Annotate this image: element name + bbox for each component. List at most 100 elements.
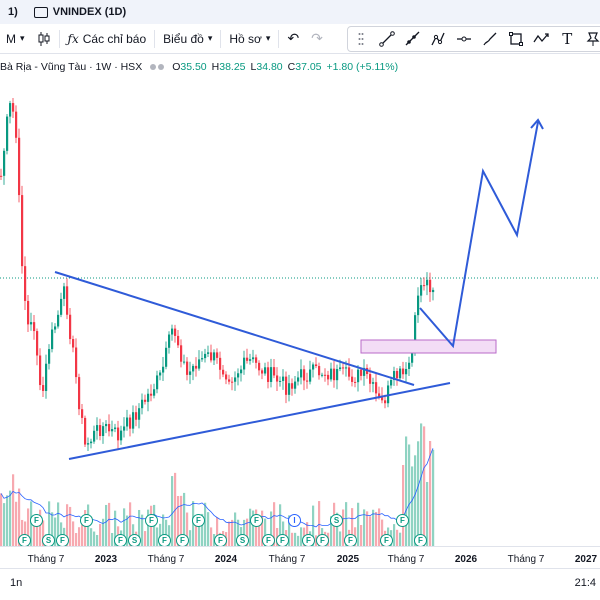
candle-body — [342, 367, 345, 369]
volume-bar — [282, 521, 285, 546]
volume-bar — [264, 518, 267, 546]
volume-bar — [246, 518, 249, 546]
volume-bar — [411, 466, 414, 546]
pin-tool[interactable] — [580, 27, 600, 51]
candle-body — [234, 377, 237, 382]
ray-tool[interactable] — [400, 27, 426, 51]
volume-bar — [243, 519, 246, 546]
x-tick-label: Tháng 7 — [507, 554, 545, 565]
candle-body — [99, 425, 102, 436]
candle-body — [381, 397, 384, 401]
volume-bar — [0, 493, 3, 546]
candle-body — [195, 365, 198, 369]
interval-button[interactable]: M ▾ — [0, 24, 31, 54]
tab-previous[interactable]: 1) — [0, 0, 26, 24]
trend-line-tool[interactable] — [374, 27, 400, 51]
volume-bar — [36, 516, 39, 546]
range-1y-button[interactable]: 1n — [10, 577, 23, 589]
event-marker-f[interactable]: F — [80, 514, 93, 527]
ascending-trendline[interactable] — [68, 382, 451, 460]
descending-trendline[interactable] — [54, 271, 415, 386]
candle-style-button[interactable] — [31, 24, 57, 54]
volume-bar — [33, 520, 36, 546]
time-axis[interactable]: Tháng 7 2023 Tháng 7 2024 Tháng 7 2025 T… — [0, 546, 600, 568]
candle-body — [12, 103, 15, 112]
volume-bar — [138, 509, 141, 546]
undo-button[interactable]: ↶ — [281, 24, 305, 54]
volume-bar — [318, 501, 321, 546]
volume-bar — [357, 502, 360, 546]
volume-bar — [114, 510, 117, 546]
event-marker-f[interactable]: F — [396, 514, 409, 527]
candle-body — [375, 382, 378, 394]
path-tool[interactable] — [529, 27, 555, 51]
high-label: H — [211, 61, 220, 73]
volume-bar — [408, 444, 411, 546]
pattern-tool[interactable] — [425, 27, 451, 51]
event-marker-f[interactable]: F — [192, 514, 205, 527]
candle-body — [327, 374, 330, 380]
event-marker-f[interactable]: F — [30, 514, 43, 527]
candle-body — [126, 417, 129, 427]
brush-tool[interactable] — [477, 27, 503, 51]
candle-body — [138, 408, 141, 420]
volume-bar — [252, 510, 255, 546]
rectangle-tool[interactable] — [503, 27, 529, 51]
chevron-down-icon: ▾ — [20, 33, 25, 43]
drag-handle[interactable] — [348, 27, 374, 51]
chart-canvas[interactable] — [0, 76, 600, 546]
candle-body — [225, 374, 228, 380]
redo-button[interactable]: ↷ — [305, 24, 329, 54]
support-zone[interactable] — [360, 339, 497, 354]
tab-vnindex[interactable]: VNINDEX (1D) — [26, 0, 134, 24]
x-tick-label: Tháng 7 — [387, 554, 425, 565]
high-value: 38.25 — [219, 61, 246, 73]
event-marker-f[interactable]: F — [250, 514, 263, 527]
price-chart-pane[interactable] — [0, 76, 600, 546]
close-value: 37.05 — [295, 61, 322, 73]
toolbar-divider — [278, 29, 280, 48]
event-marker-s[interactable]: S — [330, 514, 343, 527]
chart-type-button[interactable]: Biểu đồ ▾ — [157, 24, 218, 54]
candle-body — [78, 377, 81, 410]
horizontal-line-tool[interactable] — [451, 27, 477, 51]
volume-bar — [204, 502, 207, 546]
candle-body — [96, 425, 99, 431]
symbol-title[interactable]: Bà Rịa - Vũng Tàu · 1W · HSX — [0, 61, 143, 73]
projection-path[interactable] — [419, 121, 539, 349]
candle-body — [306, 380, 309, 382]
event-marker-f[interactable]: F — [344, 534, 357, 547]
volume-bar — [414, 455, 417, 546]
volume-bar — [360, 524, 363, 546]
volume-bar — [393, 524, 396, 546]
candle-body — [399, 368, 402, 379]
volume-bar — [279, 504, 282, 546]
text-tool[interactable]: T — [554, 27, 580, 51]
volume-bar — [201, 513, 204, 546]
event-marker-f[interactable]: F — [145, 514, 158, 527]
candle-body — [0, 175, 3, 177]
event-marker-i[interactable]: I — [288, 514, 301, 527]
volume-bar — [351, 508, 354, 546]
volume-bar — [126, 515, 129, 546]
undo-icon: ↶ — [287, 30, 300, 46]
candle-body — [57, 314, 60, 327]
candle-body — [288, 383, 291, 395]
candle-body — [150, 393, 153, 396]
volume-bar — [198, 525, 201, 546]
indicators-button[interactable]: ƒx Các chỉ báo — [62, 24, 153, 54]
candle-body — [420, 285, 423, 296]
candle-body — [132, 412, 135, 429]
candle-body — [390, 379, 393, 386]
volume-bar — [396, 529, 399, 546]
candle-body — [87, 443, 90, 445]
profile-button[interactable]: Hồ sơ ▾ — [223, 24, 276, 54]
event-marker-f[interactable]: F — [380, 534, 393, 547]
event-marker-f[interactable]: F — [56, 534, 69, 547]
candle-body — [297, 377, 300, 382]
volume-bar — [42, 520, 45, 546]
candle-body — [129, 417, 132, 429]
volume-bar — [111, 532, 114, 546]
candle-body — [159, 372, 162, 376]
candle-body — [285, 376, 288, 395]
